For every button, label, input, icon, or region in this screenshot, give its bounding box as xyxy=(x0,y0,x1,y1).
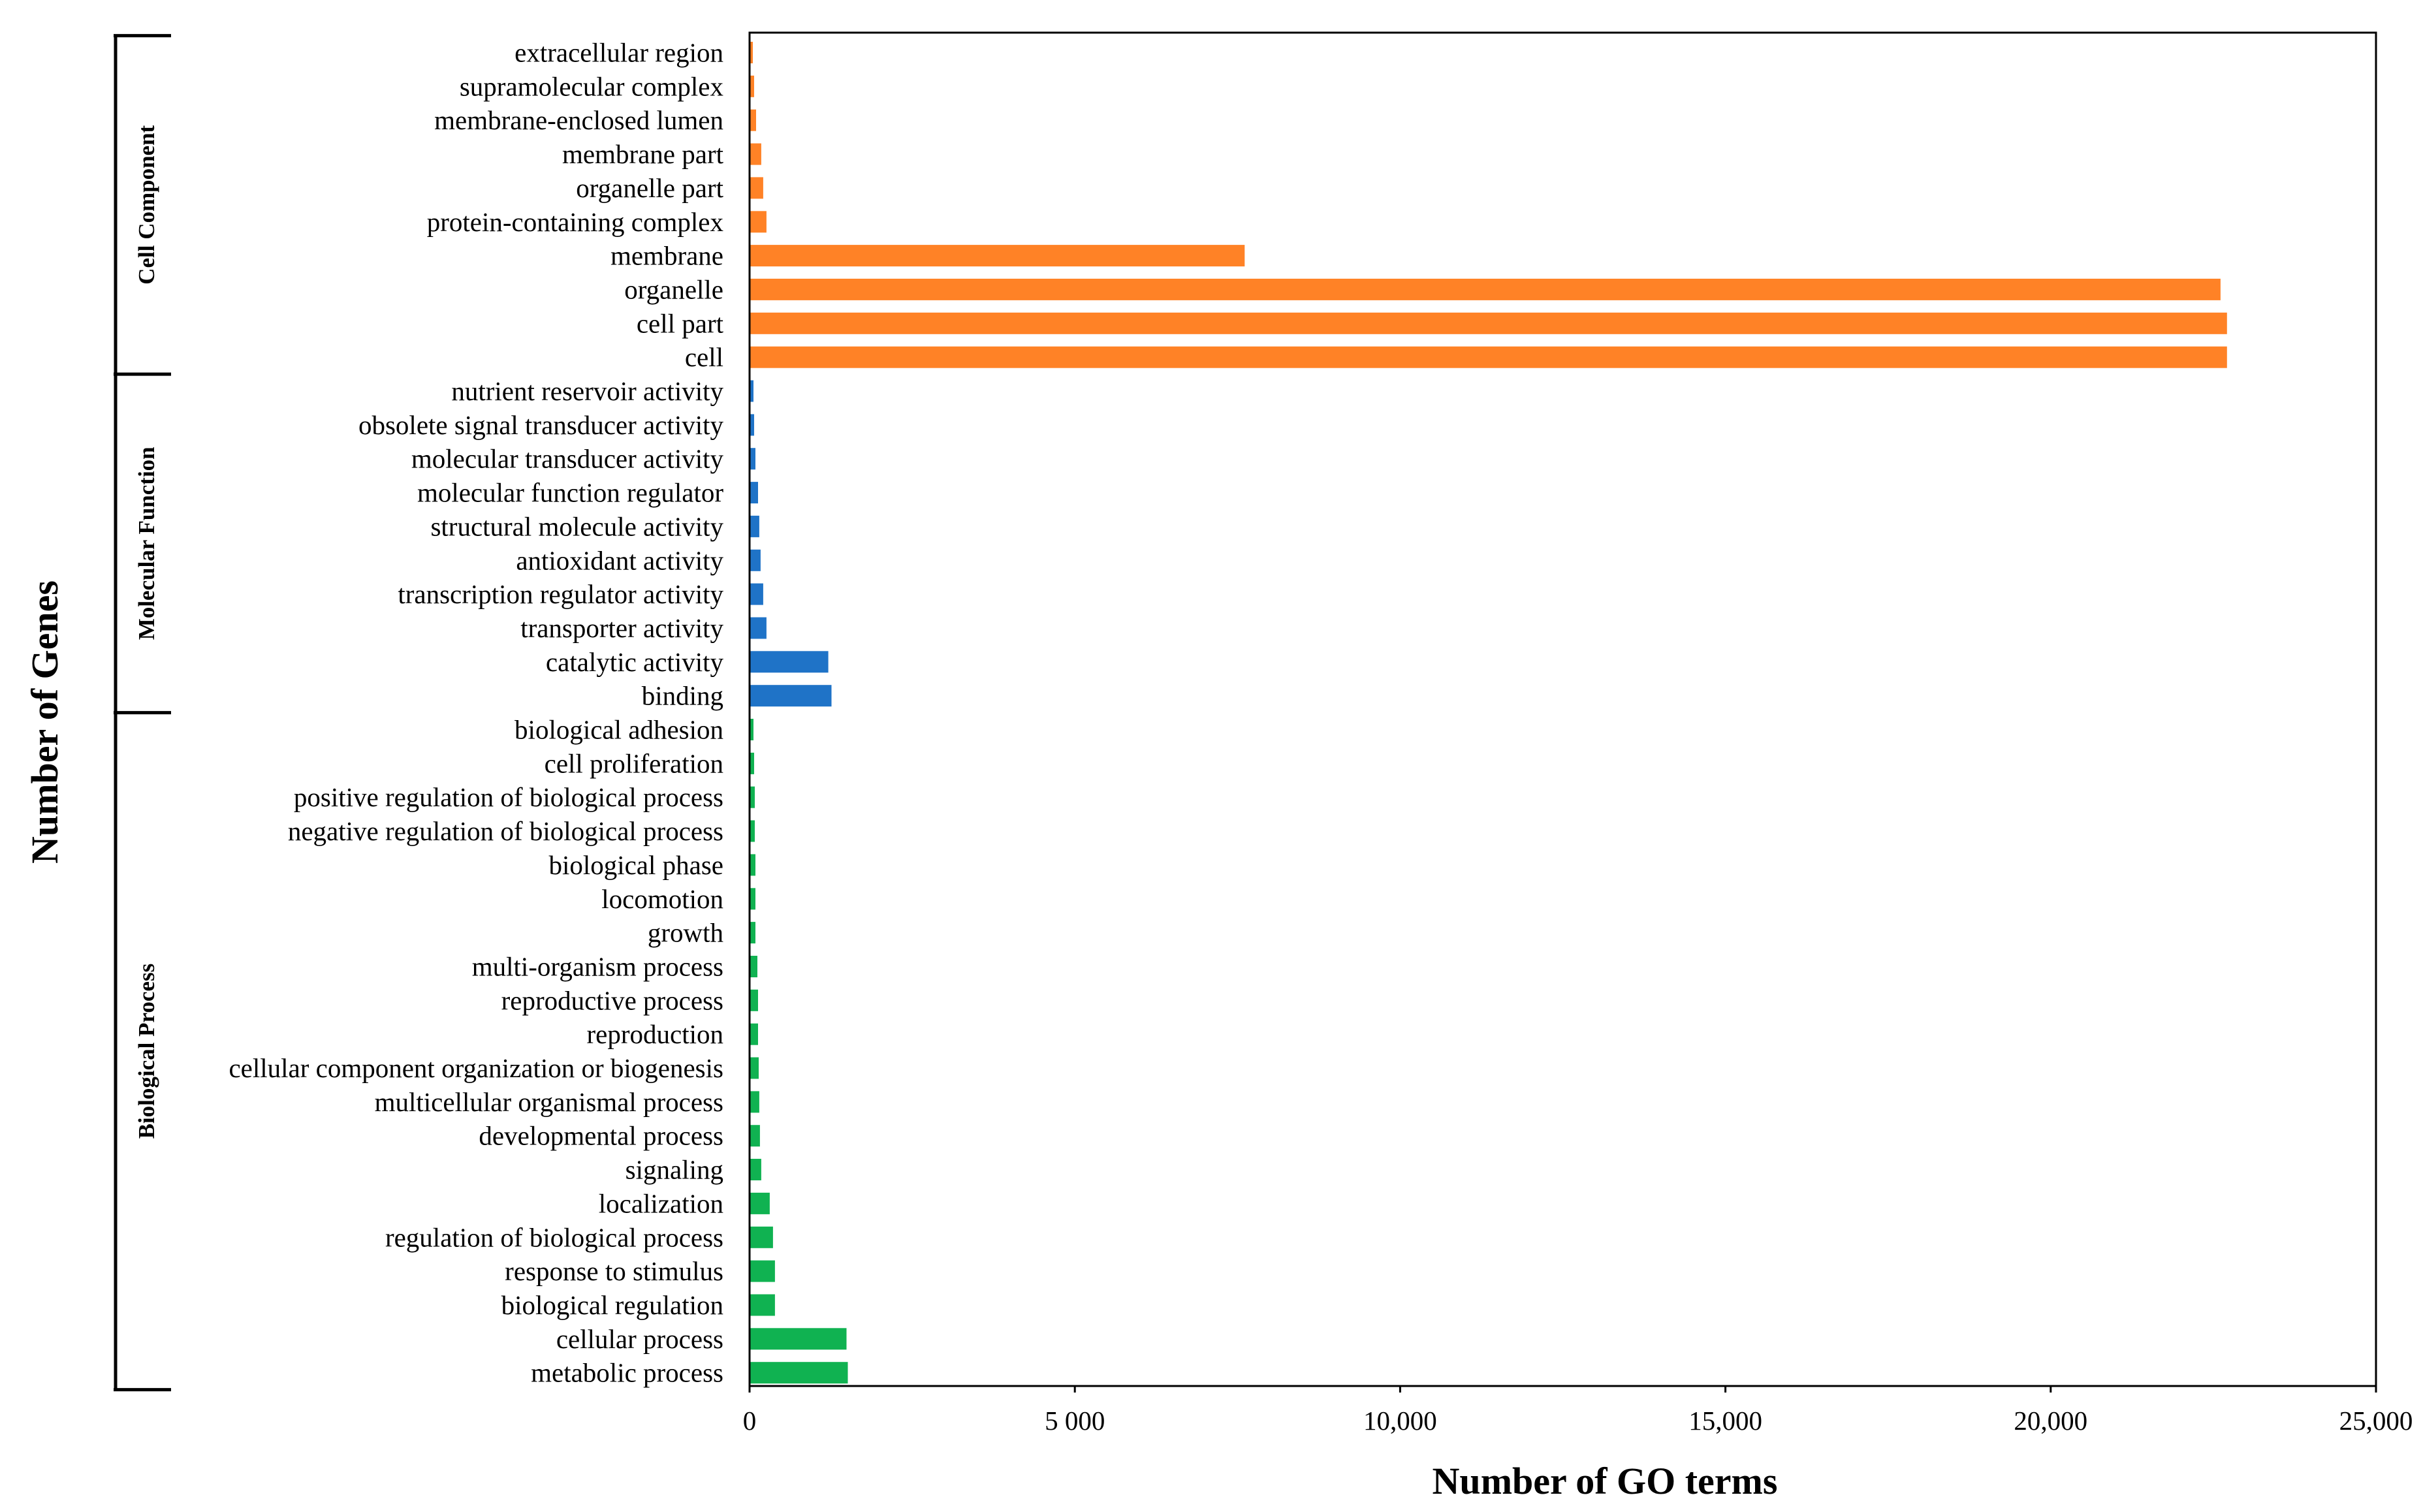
category-label-localization: localization xyxy=(599,1188,723,1218)
category-label-multi-organism-process: multi-organism process xyxy=(472,952,723,982)
bar-localization xyxy=(750,1192,770,1214)
category-label-binding: binding xyxy=(642,681,723,711)
category-label-membrane: membrane xyxy=(610,241,723,271)
category-label-cell: cell xyxy=(685,342,723,372)
bar-membrane-enclosed-lumen xyxy=(750,109,756,131)
category-label-locomotion: locomotion xyxy=(601,884,723,914)
category-label-biological-regulation: biological regulation xyxy=(501,1290,723,1320)
group-label-cell-component: Cell Component xyxy=(134,125,159,284)
bar-regulation-of-biological-process xyxy=(750,1226,773,1248)
x-tick-label: 25,000 xyxy=(2339,1406,2413,1436)
bar-transporter-activity xyxy=(750,617,767,639)
bar-growth xyxy=(750,922,755,944)
bar-developmental-process xyxy=(750,1125,760,1147)
bar-organelle xyxy=(750,278,2221,300)
bar-signaling xyxy=(750,1159,761,1180)
category-label-organelle-part: organelle part xyxy=(576,173,723,203)
category-label-extracellular-region: extracellular region xyxy=(515,38,723,68)
category-label-transcription-regulator-activity: transcription regulator activity xyxy=(398,579,723,609)
bar-cellular-process xyxy=(750,1328,847,1350)
y-axis-title: Number of Genes xyxy=(24,580,66,864)
bar-response-to-stimulus xyxy=(750,1260,775,1282)
bar-extracellular-region xyxy=(750,42,753,63)
category-label-regulation-of-biological-process: regulation of biological process xyxy=(385,1222,723,1252)
category-label-antioxidant-activity: antioxidant activity xyxy=(516,545,723,575)
bar-reproduction xyxy=(750,1023,758,1045)
bars xyxy=(750,42,2227,1384)
bar-locomotion xyxy=(750,888,755,910)
bar-supramolecular-complex xyxy=(750,75,754,97)
bar-multi-organism-process xyxy=(750,956,757,977)
bar-cell xyxy=(750,346,2227,368)
category-label-cell-part: cell part xyxy=(637,308,724,338)
bar-cell-proliferation xyxy=(750,752,754,774)
bar-catalytic-activity xyxy=(750,651,829,673)
category-label-developmental-process: developmental process xyxy=(479,1121,723,1151)
category-label-obsolete-signal-transducer-activity: obsolete signal transducer activity xyxy=(358,410,724,440)
category-label-reproductive-process: reproductive process xyxy=(501,985,723,1015)
group-label-molecular-function: Molecular Function xyxy=(134,447,159,640)
group-brackets xyxy=(114,34,171,1392)
bar-nutrient-reservoir-activity xyxy=(750,380,753,402)
x-tick-label: 15,000 xyxy=(1688,1406,1762,1436)
x-tick-label: 20,000 xyxy=(2014,1406,2087,1436)
bar-metabolic-process xyxy=(750,1362,848,1384)
x-tick-label: 5 000 xyxy=(1045,1406,1105,1436)
category-label-transporter-activity: transporter activity xyxy=(520,613,723,643)
category-label-supramolecular-complex: supramolecular complex xyxy=(460,71,723,101)
x-axis-title: Number of GO terms xyxy=(1433,1460,1778,1502)
bar-transcription-regulator-activity xyxy=(750,583,763,605)
category-label-protein-containing-complex: protein-containing complex xyxy=(427,207,723,237)
bar-negative-regulation-of-biological-process xyxy=(750,820,755,842)
category-label-molecular-transducer-activity: molecular transducer activity xyxy=(411,444,724,474)
x-tick-label: 10,000 xyxy=(1363,1406,1437,1436)
group-label-biological-process: Biological Process xyxy=(134,964,159,1139)
group-labels: Cell Component Molecular Function Biologic… xyxy=(134,125,159,1139)
category-label-positive-regulation-of-biological-process: positive regulation of biological proces… xyxy=(294,782,723,812)
category-label-membrane-part: membrane part xyxy=(562,139,724,169)
category-label-metabolic-process: metabolic process xyxy=(531,1358,723,1388)
category-label-cell-proliferation: cell proliferation xyxy=(545,748,723,778)
category-label-biological-adhesion: biological adhesion xyxy=(515,715,723,745)
category-label-signaling: signaling xyxy=(626,1155,723,1185)
category-label-reproduction: reproduction xyxy=(587,1019,723,1049)
category-label-response-to-stimulus: response to stimulus xyxy=(505,1256,723,1286)
category-label-molecular-function-regulator: molecular function regulator xyxy=(417,478,723,508)
category-label-structural-molecule-activity: structural molecule activity xyxy=(430,511,723,541)
category-label-cellular-process: cellular process xyxy=(556,1324,723,1354)
bar-protein-containing-complex xyxy=(750,211,767,233)
bar-membrane xyxy=(750,245,1245,267)
category-label-multicellular-organismal-process: multicellular organismal process xyxy=(375,1087,723,1117)
x-axis-ticks: 0 5 000 10,000 15,000 20,000 25,000 xyxy=(743,1386,2413,1436)
bar-cell-part xyxy=(750,312,2227,334)
category-label-negative-regulation-of-biological-process: negative regulation of biological proces… xyxy=(288,816,723,846)
category-label-growth: growth xyxy=(648,918,723,948)
category-label-nutrient-reservoir-activity: nutrient reservoir activity xyxy=(451,376,723,406)
bar-biological-adhesion xyxy=(750,719,753,740)
bar-organelle-part xyxy=(750,177,763,199)
category-label-membrane-enclosed-lumen: membrane-enclosed lumen xyxy=(434,105,723,135)
category-label-cellular-component-organization-or-biogenesis: cellular component organization or bioge… xyxy=(229,1053,723,1083)
bar-structural-molecule-activity xyxy=(750,515,759,537)
category-label-catalytic-activity: catalytic activity xyxy=(546,647,724,677)
bar-positive-regulation-of-biological-process xyxy=(750,786,755,808)
bar-molecular-transducer-activity xyxy=(750,448,755,470)
bar-cellular-component-organization-or-biogenesis xyxy=(750,1057,759,1079)
bar-membrane-part xyxy=(750,143,761,165)
bar-obsolete-signal-transducer-activity xyxy=(750,414,754,436)
bar-binding xyxy=(750,685,832,707)
bar-molecular-function-regulator xyxy=(750,482,758,504)
category-label-biological-phase: biological phase xyxy=(548,850,723,880)
bar-reproductive-process xyxy=(750,989,758,1011)
bar-biological-phase xyxy=(750,854,755,876)
category-label-organelle: organelle xyxy=(624,274,723,304)
bar-antioxidant-activity xyxy=(750,549,761,571)
x-tick-label: 0 xyxy=(743,1406,757,1436)
plot-frame xyxy=(748,31,2377,1387)
bar-multicellular-organismal-process xyxy=(750,1091,759,1113)
bar-biological-regulation xyxy=(750,1294,775,1316)
